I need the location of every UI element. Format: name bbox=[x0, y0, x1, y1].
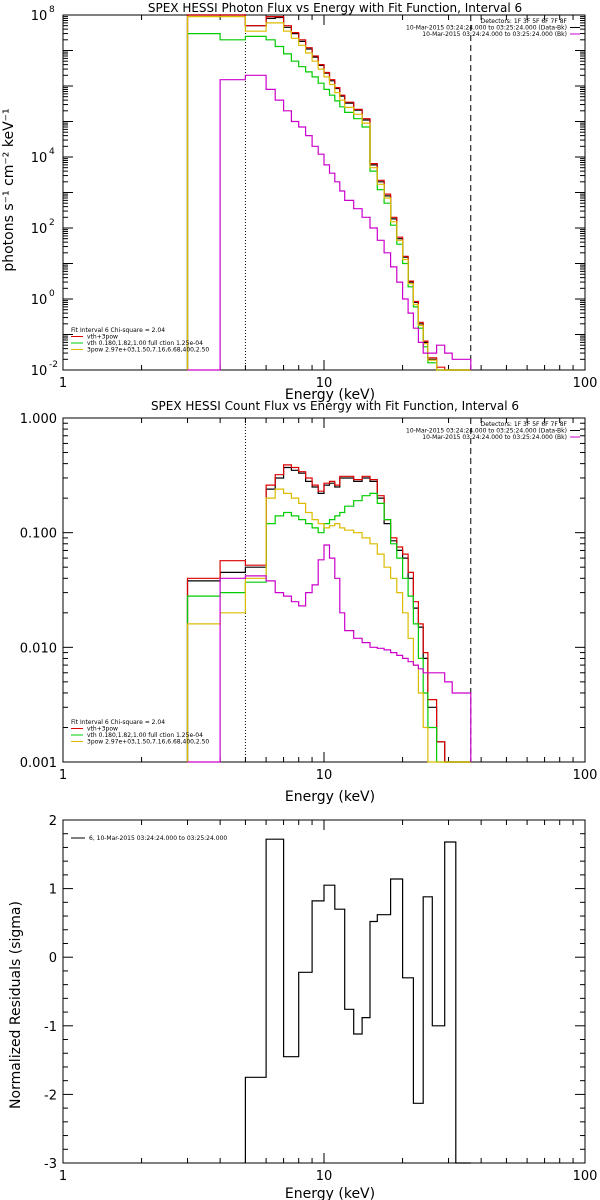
legend-entry: 10-Mar-2015 03:24:24.000 to 03:25:24.000… bbox=[406, 428, 567, 435]
photon-flux-y-label: photons s⁻¹ cm⁻² keV⁻¹ bbox=[1, 108, 17, 271]
y-tick-exponent: 2 bbox=[49, 218, 55, 228]
x-tick-label: 1 bbox=[59, 768, 67, 783]
residuals-x-label: Energy (keV) bbox=[285, 1186, 375, 1200]
x-tick-label: 100 bbox=[573, 1169, 598, 1184]
y-tick-label: 1.000 bbox=[20, 412, 57, 427]
y-tick-label: 10 bbox=[31, 222, 48, 237]
count-flux-marks: 1 10 100 1.000 0.100 0.010 0.001 Detectors: 1F … bbox=[20, 412, 598, 783]
y-tick-exponent: 4 bbox=[49, 147, 55, 157]
series-3-line bbox=[186, 16, 471, 371]
y-tick-label: 2 bbox=[49, 814, 57, 829]
legend-entry: Fit Interval 6 Chi-square = 2.04 bbox=[71, 719, 165, 726]
x-tick-label: 10 bbox=[316, 1169, 333, 1184]
legend-entry: vth 0.180,1.82,1.00 full ction 1.25e-04 bbox=[87, 732, 203, 739]
y-tick-exponent: -2 bbox=[49, 360, 58, 370]
legend-entry: Fit Interval 6 Chi-square = 2.04 bbox=[71, 327, 165, 334]
legend-entry: 10-Mar-2015 03:24:24.000 to 03:25:24.000… bbox=[406, 25, 567, 32]
x-tick-label: 1 bbox=[59, 1169, 67, 1184]
series-4-line bbox=[187, 74, 472, 371]
series-2-line bbox=[186, 492, 471, 763]
series-1-line bbox=[186, 464, 471, 763]
legend-entry: Detectors: 1F 3F 5F 6F 7F 8F bbox=[481, 421, 568, 428]
y-tick-label: -3 bbox=[44, 1157, 57, 1172]
legend-entry: 10-Mar-2015 03:24:24.000 to 03:25:24.000… bbox=[422, 434, 567, 441]
y-tick-label: -2 bbox=[44, 1088, 57, 1103]
series-0-line bbox=[244, 838, 471, 1164]
legend-entry: vth 0.180,1.82,1.00 full ction 1.25e-04 bbox=[87, 340, 203, 347]
y-tick-label: 10 bbox=[31, 9, 48, 24]
y-tick-label: 0.010 bbox=[20, 641, 57, 656]
photon-flux-panel: SPEX HESSI Photon Flux vs Energy with Fi… bbox=[1, 1, 597, 403]
y-tick-label: 0 bbox=[49, 951, 57, 966]
y-tick-exponent: 8 bbox=[49, 5, 55, 15]
count-flux-panel: SPEX HESSI Count Flux vs Energy with Fit… bbox=[20, 399, 598, 805]
legend-entry: vth+3pow bbox=[87, 726, 118, 733]
legend-entry: 3pow 2.97e+03,1.50,7.16,6.68,400,2.50 bbox=[87, 739, 209, 746]
y-tick-exponent: 0 bbox=[49, 289, 55, 299]
photon-flux-x-label: Energy (keV) bbox=[285, 387, 375, 403]
x-tick-label: 1 bbox=[59, 376, 67, 391]
legend-entry: 10-Mar-2015 03:24:24.000 to 03:25:24.000… bbox=[422, 31, 567, 38]
y-tick-label: 10 bbox=[31, 151, 48, 166]
legend-entry: 3pow 2.97e+03,1.50,7.16,6.68,400,2.50 bbox=[87, 347, 209, 354]
x-tick-label: 100 bbox=[573, 768, 598, 783]
y-tick-label: 10 bbox=[31, 364, 48, 379]
photon-flux-title: SPEX HESSI Photon Flux vs Energy with Fi… bbox=[148, 1, 522, 15]
x-tick-label: 10 bbox=[316, 376, 333, 391]
count-flux-title: SPEX HESSI Count Flux vs Energy with Fit… bbox=[151, 399, 519, 413]
x-tick-label: 10 bbox=[316, 768, 333, 783]
legend-entry: vth+3pow bbox=[87, 334, 118, 341]
legend-entry: Detectors: 1F 3F 5F 6F 7F 8F bbox=[481, 18, 568, 25]
y-tick-label: 0.001 bbox=[20, 756, 57, 771]
series-4-line bbox=[187, 544, 472, 763]
y-tick-label: 0.100 bbox=[20, 527, 57, 542]
residuals-panel: Normalized Residuals (sigma) Energy (keV… bbox=[8, 814, 597, 1200]
y-tick-label: -1 bbox=[44, 1020, 57, 1035]
y-tick-label: 1 bbox=[49, 883, 57, 898]
y-tick-label: 10 bbox=[31, 293, 48, 308]
count-flux-x-label: Energy (keV) bbox=[285, 789, 375, 805]
legend-entry: 6, 10-Mar-2015 03:24:24.000 to 03:25:24.… bbox=[89, 835, 227, 842]
residuals-y-label: Normalized Residuals (sigma) bbox=[8, 901, 24, 1109]
x-tick-label: 100 bbox=[573, 376, 598, 391]
